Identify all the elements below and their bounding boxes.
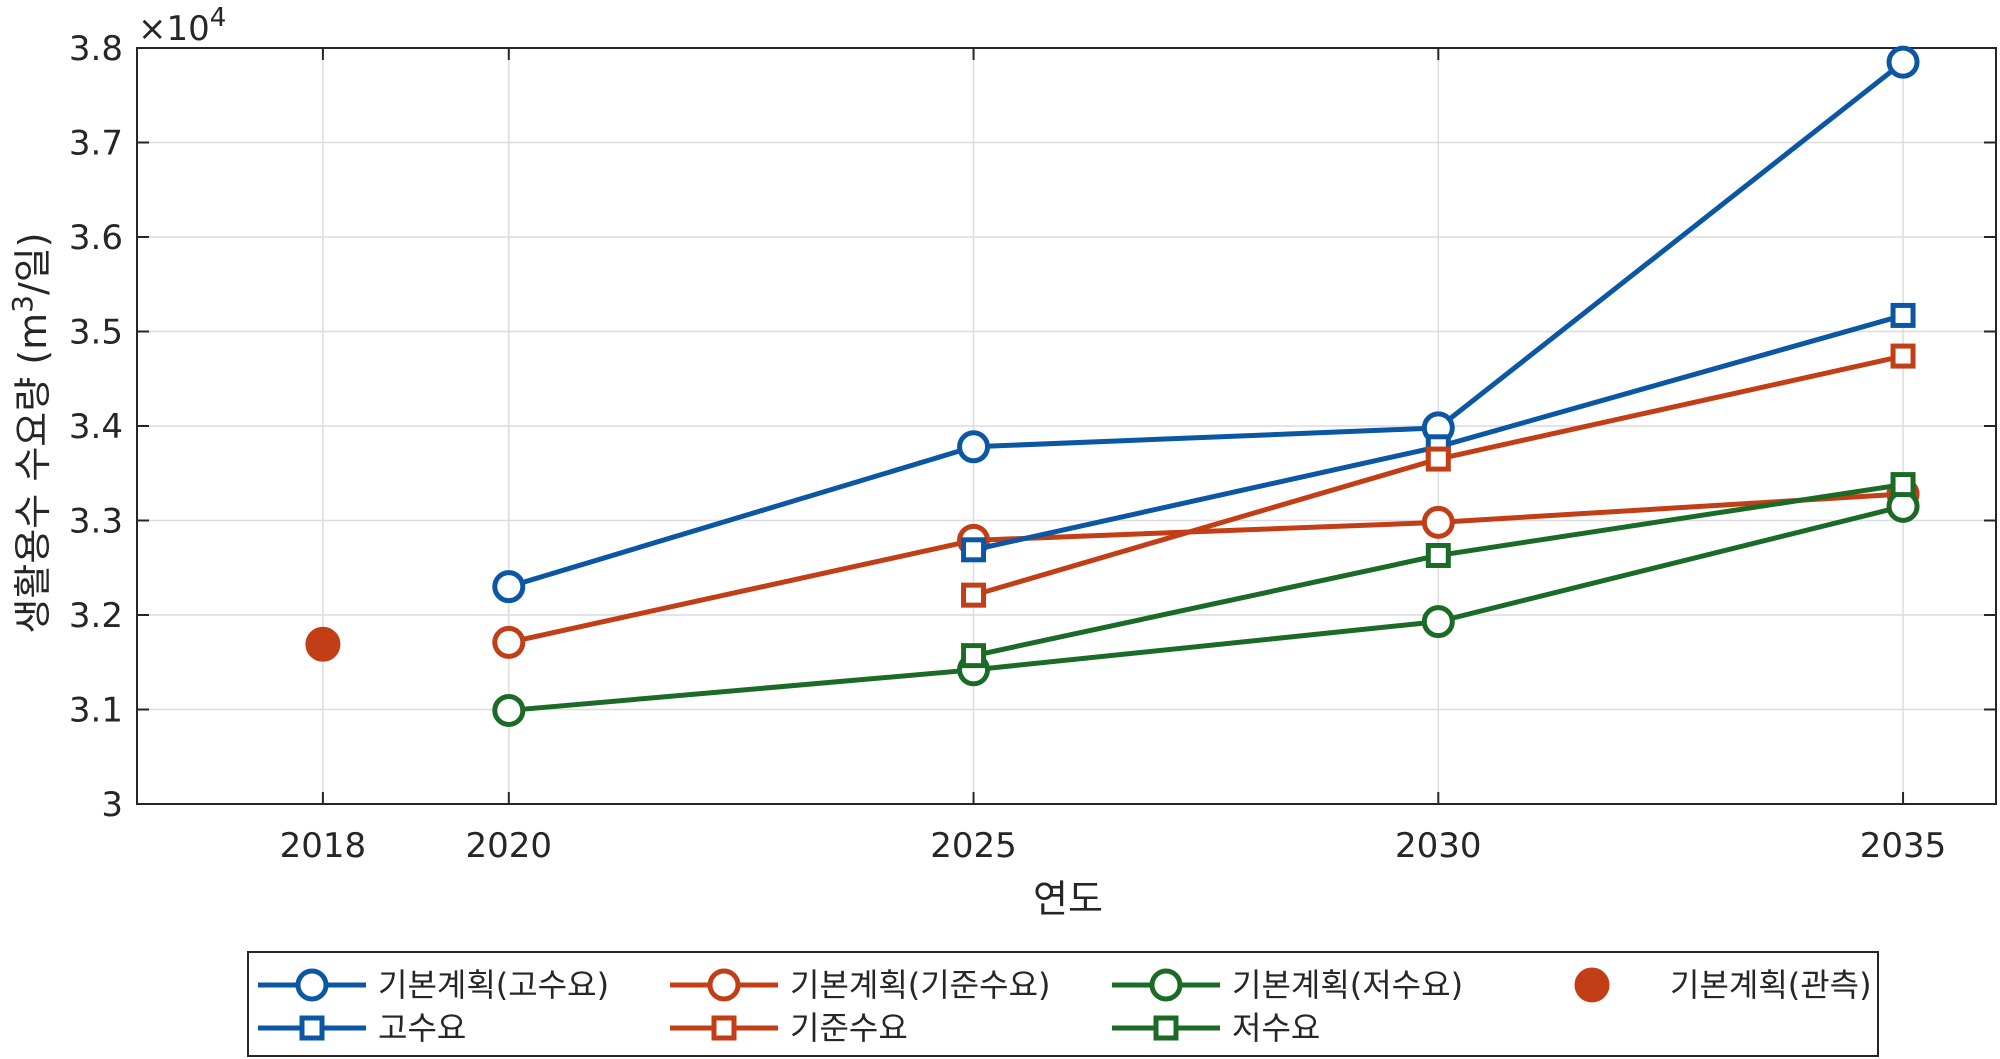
legend-label: 기본계획(관측): [1670, 966, 1872, 1004]
legend-marker: [1149, 968, 1183, 1002]
data-point: [1890, 343, 1916, 369]
series-lines: [305, 45, 1920, 727]
grid-lines: [137, 47, 1996, 805]
y-tick-label: 3.3: [69, 502, 123, 542]
data-point: [961, 643, 987, 669]
series-2: [492, 489, 1920, 727]
data-point: [957, 430, 991, 464]
data-point: [305, 626, 341, 662]
series-0: [492, 45, 1920, 604]
series-1: [492, 477, 1920, 659]
y-tick-label: 3.5: [69, 313, 123, 353]
legend-item: 기본계획(관측): [1574, 966, 1872, 1004]
y-axis-label-superscript: 3: [6, 295, 39, 313]
y-axis-label-text: 생활용수 수요량 (m: [11, 313, 55, 634]
series-5: [961, 343, 1916, 608]
series-line: [508, 491, 1904, 645]
y-tick-label: 3.4: [69, 407, 123, 447]
x-tick-label: 2030: [1395, 826, 1482, 866]
legend-label: 저수요: [1232, 1009, 1320, 1047]
x-tick-label: 2020: [466, 826, 553, 866]
legend-marker: [711, 1015, 737, 1041]
y-tick-label: 3.8: [69, 29, 123, 69]
legend-label: 기본계획(저수요): [1232, 966, 1463, 1004]
legend-item: 기본계획(기준수요): [670, 966, 1051, 1004]
data-point: [1425, 542, 1451, 568]
legend-label: 고수요: [378, 1009, 466, 1047]
data-point: [492, 693, 526, 727]
legend-item: 기본계획(저수요): [1112, 966, 1463, 1004]
x-tick-label: 2018: [280, 826, 367, 866]
y-tick-label: 3.2: [69, 596, 123, 636]
legend-marker: [299, 1015, 325, 1041]
legend-label: 기본계획(고수요): [378, 966, 609, 1004]
series-6: [961, 472, 1916, 669]
legend-item: 기준수요: [670, 1009, 908, 1047]
data-point: [1421, 605, 1455, 639]
series-line: [508, 503, 1904, 713]
data-point: [961, 537, 987, 563]
data-point: [1890, 302, 1916, 328]
data-point: [1425, 446, 1451, 472]
legend-box: [247, 951, 1879, 1057]
x-tick-labels: 2018 2020 2025 2030 2035: [280, 826, 1947, 866]
legend: 기본계획(고수요) 기본계획(기준수요) 기본계획(저수요) 기본계획(관측) 고수요 기…: [247, 951, 1879, 1057]
data-point: [1890, 472, 1916, 498]
data-point: [1886, 45, 1920, 79]
legend-item: 고수요: [258, 1009, 466, 1047]
x-axis-label: 연도: [1033, 877, 1103, 921]
legend-marker: [707, 968, 741, 1002]
y-tick-label: 3.7: [69, 124, 123, 164]
legend-marker: [1574, 967, 1610, 1003]
y-tick-label: 3: [101, 785, 123, 825]
y-axis-label: 생활용수 수요량 (m3/일): [6, 232, 55, 633]
x-tick-label: 2035: [1860, 826, 1947, 866]
legend-label: 기준수요: [790, 1009, 908, 1047]
y-axis-label-unit: /일): [11, 232, 55, 295]
data-point: [1421, 505, 1455, 539]
y-axis-exponent: ×104: [138, 3, 226, 49]
data-point: [492, 570, 526, 604]
x-tick-label: 2025: [930, 826, 1017, 866]
tick-marks: [137, 47, 1996, 805]
data-point: [961, 582, 987, 608]
series-line: [508, 60, 1905, 590]
series-3: [305, 626, 341, 662]
legend-item: 저수요: [1112, 1009, 1320, 1047]
data-point: [492, 625, 526, 659]
legend-marker: [1153, 1015, 1179, 1041]
y-tick-label: 3.1: [69, 691, 123, 731]
exponent-prefix: ×10: [138, 9, 210, 49]
legend-marker: [295, 968, 329, 1002]
legend-label: 기본계획(기준수요): [790, 966, 1051, 1004]
y-tick-labels: 3 3.1 3.2 3.3 3.4 3.5 3.6 3.7 3.8: [69, 29, 123, 825]
exponent-power: 4: [210, 3, 227, 33]
legend-item: 기본계획(고수요): [258, 966, 609, 1004]
y-tick-label: 3.6: [69, 218, 123, 258]
